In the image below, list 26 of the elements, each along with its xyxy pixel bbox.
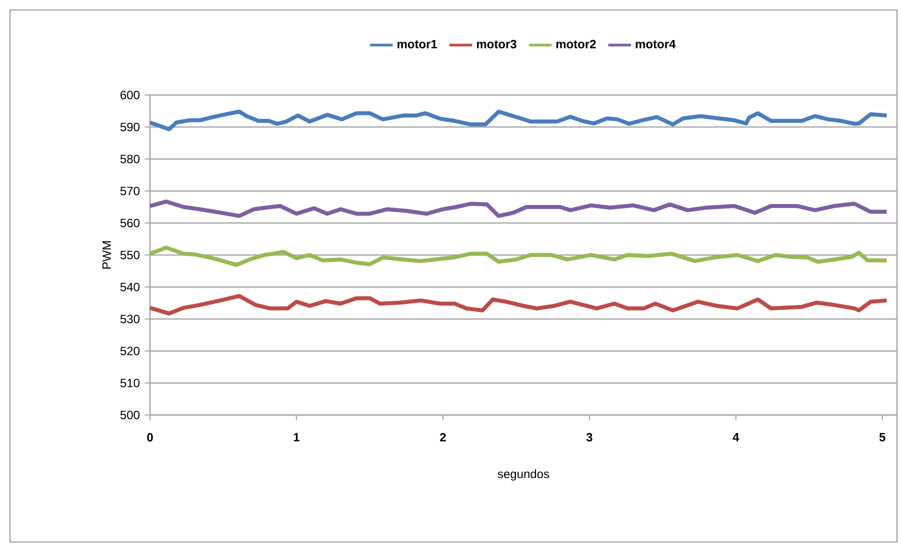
x-tick-label: 0	[147, 433, 153, 442]
y-tick-label: 530	[120, 314, 140, 324]
legend-label: motor1	[398, 40, 438, 48]
x-tick-label: 1	[294, 433, 300, 442]
line-series	[148, 294, 889, 316]
legend-label: motor4	[636, 40, 676, 48]
x-tick-label: 3	[586, 433, 592, 442]
y-tick-label: 550	[120, 250, 140, 260]
legend-label: motor3	[476, 40, 516, 48]
x-tick-label: 5	[879, 433, 886, 442]
y-tick-label: 560	[120, 218, 140, 228]
y-tick-label: 590	[120, 122, 140, 132]
y-tick-label: 580	[120, 154, 140, 164]
legend-label: motor2	[556, 40, 596, 48]
line-series	[148, 200, 889, 218]
y-tick-label: 500	[120, 410, 140, 420]
x-tick-label: 2	[440, 433, 446, 442]
y-tick-label: 510	[120, 378, 140, 388]
y-tick-label: 540	[120, 282, 140, 292]
x-tick-label: 4	[732, 433, 740, 442]
y-axis-title: PWM	[102, 241, 111, 269]
x-axis-title: segundos	[498, 469, 550, 481]
line-series	[148, 246, 889, 267]
y-tick-label: 570	[120, 186, 140, 196]
y-tick-label: 520	[120, 346, 140, 356]
y-tick-label: 600	[120, 90, 140, 100]
